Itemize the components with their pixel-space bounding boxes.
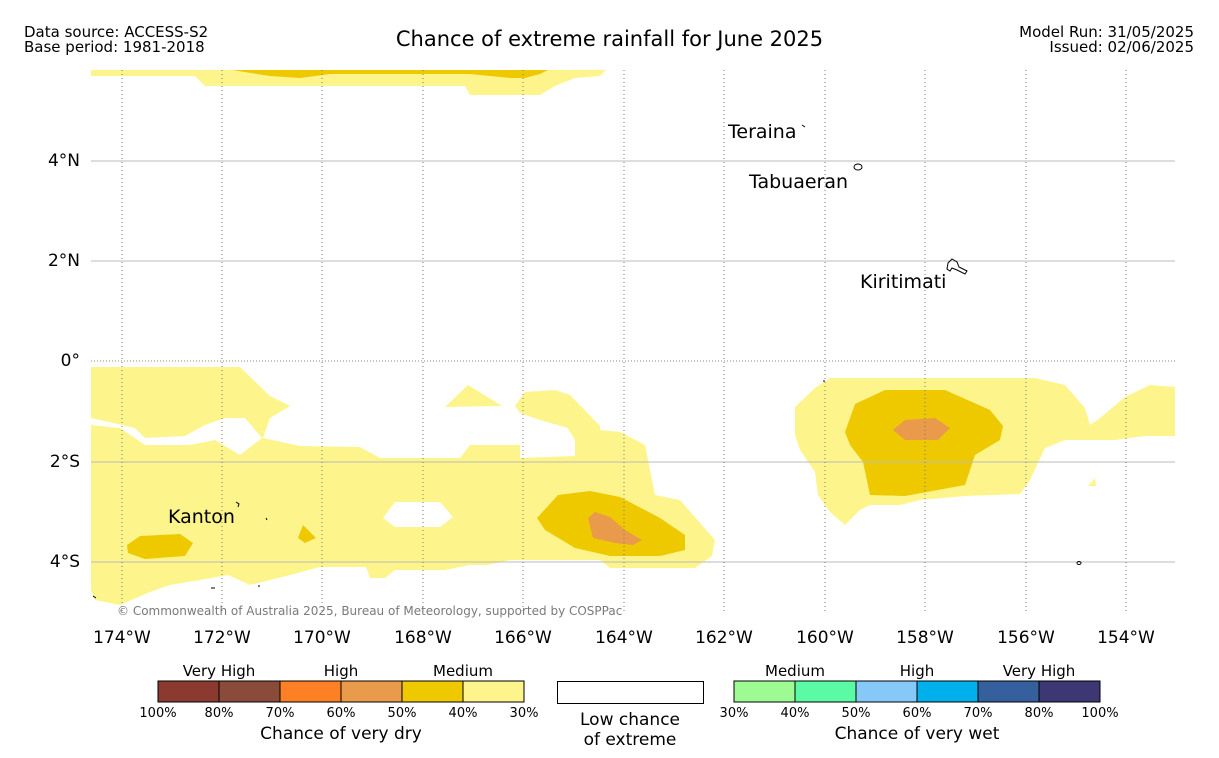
wet-swatch (977, 680, 1040, 703)
wet-tick: 70% (963, 706, 993, 721)
dry-tick: 50% (387, 706, 417, 721)
lon-label-168w: 168°W (394, 628, 452, 648)
wet-heading-high: High (899, 662, 935, 680)
lon-label-174w: 174°W (93, 628, 151, 648)
wet-tick: 60% (902, 706, 932, 721)
wet-heading-medium: Medium (765, 662, 825, 680)
model-run-text: Model Run: 31/05/2025 (1019, 23, 1194, 41)
issued-text: Issued: 02/06/2025 (1049, 38, 1194, 56)
wet-swatch (733, 680, 796, 703)
lon-label-170w: 170°W (293, 628, 351, 648)
dry-tick: 60% (326, 706, 356, 721)
data-source-text: Data source: ACCESS-S2 (24, 23, 209, 41)
kanton-gold-speck (298, 525, 316, 543)
place-kiritimati: Kiritimati (860, 271, 947, 293)
north-yellow-band (91, 70, 606, 95)
center-yellow-blob (515, 390, 600, 436)
dry-legend-bar (157, 680, 525, 703)
malden-island (1076, 561, 1082, 565)
header-left: Data source: ACCESS-S2 Base period: 1981… (24, 25, 208, 55)
wet-swatch (1038, 680, 1101, 703)
dry-heading-medium: Medium (433, 662, 493, 680)
low-chance-swatch (557, 681, 704, 704)
lon-label-156w: 156°W (997, 628, 1055, 648)
low-chance-label: Low chance of extreme (550, 710, 710, 750)
lon-label-166w: 166°W (494, 628, 552, 648)
east-gold-patch (845, 390, 1003, 496)
north-gold-band (232, 70, 548, 78)
wet-tick: 40% (780, 706, 810, 721)
base-period-text: Base period: 1981-2018 (24, 38, 205, 56)
lon-label-154w: 154°W (1097, 628, 1155, 648)
low-chance-line1: Low chance (580, 710, 680, 730)
kanton-gold-patch (127, 534, 193, 559)
dry-swatch (279, 680, 342, 703)
dry-medium-high-regions (127, 70, 1003, 559)
dry-tick: 70% (265, 706, 295, 721)
dry-high-regions (588, 418, 950, 545)
dry-legend-caption: Chance of very dry (260, 724, 422, 744)
wet-tick: 50% (841, 706, 871, 721)
dry-tick: 100% (139, 706, 177, 721)
kanton-island (235, 501, 240, 508)
lat-label-4s: 4°S (49, 552, 80, 572)
low-chance-holes (91, 418, 453, 527)
wet-legend-bar (733, 680, 1101, 703)
dry-swatch (340, 680, 403, 703)
east-yellow-speck (1088, 478, 1096, 486)
map-title: Chance of extreme rainfall for June 2025 (395, 27, 824, 51)
west-yellow-region (91, 367, 715, 605)
wet-tick: 30% (719, 706, 749, 721)
dry-tick: 30% (509, 706, 539, 721)
dry-swatch (401, 680, 464, 703)
wet-swatch (916, 680, 979, 703)
lon-label-160w: 160°W (796, 628, 854, 648)
lon-label-158w: 158°W (896, 628, 954, 648)
low-chance-line2: of extreme (583, 730, 677, 750)
lon-label-162w: 162°W (695, 628, 753, 648)
dry-heading-very-high: Very High (182, 662, 256, 680)
latitude-gridlines (91, 160, 1175, 563)
east-yellow-region (795, 378, 1175, 525)
wet-tick: 100% (1081, 706, 1119, 721)
lat-label-2s: 2°S (49, 452, 80, 472)
wet-tick: 80% (1024, 706, 1054, 721)
island-outlines (92, 124, 1082, 599)
center-yellow-islet (445, 385, 502, 407)
dry-swatch (218, 680, 281, 703)
dry-tick: 80% (204, 706, 234, 721)
place-tabuaeran: Tabuaeran (749, 171, 849, 193)
place-kanton: Kanton (168, 506, 235, 528)
kiritimati-island (946, 258, 968, 275)
dry-tick: 40% (448, 706, 478, 721)
wet-heading-very-high: Very High (1002, 662, 1076, 680)
wet-legend-caption: Chance of very wet (834, 724, 1000, 744)
east-orange-patch (893, 418, 950, 440)
wet-swatch (794, 680, 857, 703)
lat-label-0: 0° (60, 351, 80, 371)
lon-label-172w: 172°W (193, 628, 251, 648)
dry-swatch (462, 680, 525, 703)
header-right: Model Run: 31/05/2025 Issued: 02/06/2025 (1019, 25, 1194, 55)
copyright-notice: © Commonwealth of Australia 2025, Bureau… (117, 604, 623, 618)
wet-swatch (855, 680, 918, 703)
dry-heading-high: High (323, 662, 359, 680)
central-orange-patch (588, 512, 642, 545)
lat-label-4n: 4°N (47, 151, 80, 171)
tabuaeran-island (853, 163, 863, 171)
teraina-island (801, 124, 806, 128)
lon-label-164w: 164°W (595, 628, 653, 648)
dry-swatch (157, 680, 220, 703)
place-teraina: Teraina (728, 121, 797, 143)
lat-label-2n: 2°N (47, 251, 80, 271)
